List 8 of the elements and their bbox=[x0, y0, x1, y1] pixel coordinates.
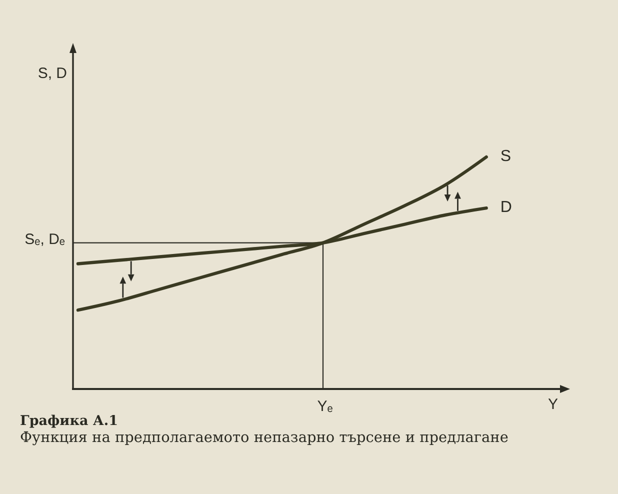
text: S, D bbox=[38, 65, 68, 82]
series-label: S bbox=[500, 148, 512, 166]
series-label: D bbox=[500, 199, 512, 216]
ref-line-label: Sₑ, Dₑ bbox=[24, 230, 66, 248]
text: Функция на предполагаемото непазарно търсене и предлагане bbox=[20, 430, 508, 446]
x-axis-title: Y bbox=[548, 396, 558, 413]
text: Графика А.1 bbox=[20, 413, 118, 429]
text: Yₑ bbox=[317, 398, 334, 415]
